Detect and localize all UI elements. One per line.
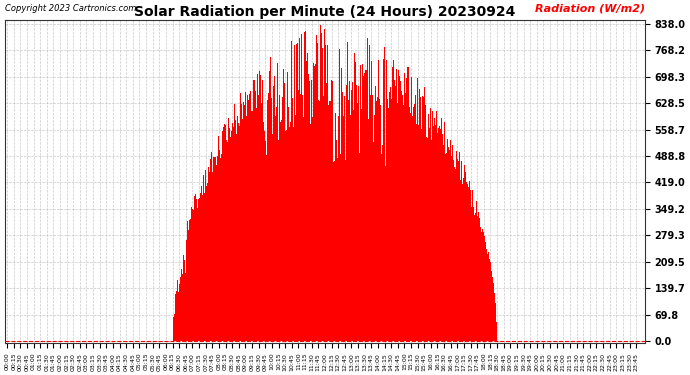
Title: Solar Radiation per Minute (24 Hours) 20230924: Solar Radiation per Minute (24 Hours) 20… (135, 5, 515, 19)
Text: Copyright 2023 Cartronics.com: Copyright 2023 Cartronics.com (5, 4, 136, 13)
Text: Radiation (W/m2): Radiation (W/m2) (535, 3, 645, 13)
